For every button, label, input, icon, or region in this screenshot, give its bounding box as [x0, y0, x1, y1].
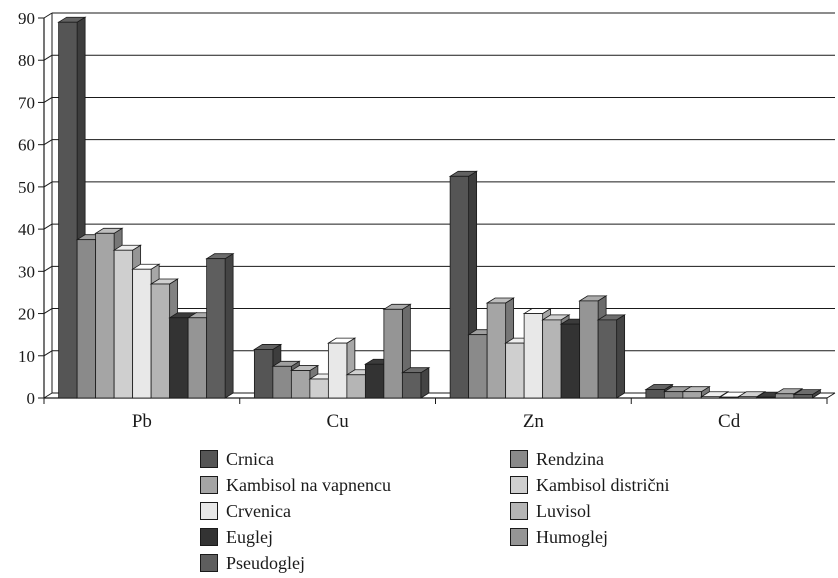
bar-front: [253, 349, 274, 399]
bar-front: [206, 258, 226, 399]
legend-swatch: [510, 476, 528, 494]
legend-swatch: [200, 554, 218, 572]
bar-front: [737, 396, 758, 399]
legend-label: Rendzina: [536, 449, 604, 469]
legend-swatch: [510, 502, 528, 520]
y-tick-label: 20: [18, 305, 35, 324]
bar: [400, 366, 431, 399]
legend-item: Luvisol: [510, 498, 591, 524]
legend-item: Crvenica: [200, 498, 291, 524]
bar-front: [327, 342, 348, 399]
y-tick-label: 30: [18, 262, 35, 281]
bar-side: [616, 314, 626, 399]
legend-swatch: [510, 450, 528, 468]
y-tick-label: 0: [27, 389, 36, 408]
bar-front: [290, 370, 311, 399]
x-tick-label: Zn: [523, 411, 545, 432]
legend-label: Humoglej: [536, 527, 608, 547]
legend-item: Kambisol na vapnencu: [200, 472, 391, 498]
legend-label: Euglej: [226, 527, 273, 547]
x-tick-label: Pb: [132, 411, 152, 432]
bar-front: [560, 323, 581, 399]
bar: [596, 314, 627, 399]
bar-front: [645, 389, 665, 399]
bar-front: [700, 396, 721, 399]
legend-swatch: [200, 502, 218, 520]
bar-front: [663, 391, 684, 399]
bar-front: [76, 239, 97, 399]
gridline-side: [43, 392, 53, 399]
gridline-side: [43, 12, 53, 19]
legend-label: Pseudoglej: [226, 553, 305, 573]
y-tick-label: 70: [18, 93, 35, 112]
gridline-side: [43, 308, 53, 314]
legend-item: Rendzina: [510, 446, 604, 472]
bar-front: [597, 319, 618, 399]
gridline-side: [43, 265, 53, 272]
legend-item: Pseudoglej: [200, 550, 305, 576]
bar-front: [272, 365, 292, 399]
bar-front: [346, 374, 366, 399]
gridline-side: [43, 350, 53, 357]
bar-front: [579, 300, 599, 399]
bar-front: [113, 249, 134, 399]
bar-front: [468, 334, 488, 399]
bar-front: [542, 319, 562, 399]
bar-chart: 0 10 20 30 40 50 60 70 80 90 Pb Cu Zn Cd: [18, 9, 836, 432]
y-tick-label: 40: [18, 220, 35, 239]
y-tick-label: 90: [18, 9, 35, 28]
bar-front: [449, 175, 470, 399]
gridline-side: [43, 139, 53, 146]
bars: [57, 16, 822, 399]
bar-front: [774, 393, 795, 399]
legend-swatch: [200, 528, 218, 546]
bar-front: [486, 302, 507, 399]
axis-labels: 0 10 20 30 40 50 60 70 80 90 Pb Cu Zn Cd: [18, 9, 741, 432]
bar-side: [224, 252, 234, 399]
bar: [681, 385, 711, 399]
legend-swatch: [200, 450, 218, 468]
bar-front: [505, 342, 525, 399]
gridline-side: [43, 223, 53, 230]
bar-front: [793, 394, 813, 399]
bar-front: [401, 372, 422, 399]
y-tick-label: 80: [18, 51, 35, 70]
gridline-side: [43, 97, 53, 103]
x-tick-label: Cu: [327, 411, 350, 432]
bar-front: [132, 268, 152, 399]
bar-front: [309, 378, 329, 399]
legend-item: Euglej: [200, 524, 273, 550]
gridline-side: [43, 181, 53, 188]
bar-front: [364, 363, 385, 399]
legend-item: Humoglej: [510, 524, 608, 550]
bar-front: [58, 21, 78, 399]
bar-front: [95, 232, 115, 399]
floor-edge: [826, 392, 836, 399]
y-tick-label: 10: [18, 347, 35, 366]
bar-front: [682, 391, 702, 399]
bar-front: [150, 283, 171, 399]
y-tick-label: 50: [18, 178, 35, 197]
bar-front: [756, 396, 776, 399]
legend-swatch: [510, 528, 528, 546]
bar-front: [187, 317, 208, 399]
bar: [205, 252, 235, 399]
bar: [792, 388, 822, 399]
legend-label: Luvisol: [536, 501, 592, 521]
legend-label: Kambisol distrični: [536, 475, 670, 495]
gridline-side: [43, 54, 53, 61]
legend-item: Kambisol distrični: [510, 472, 670, 498]
legend-item: Crnica: [200, 446, 274, 472]
legend-label: Crvenica: [226, 501, 291, 521]
y-tick-label: 60: [18, 136, 35, 155]
x-tick-label: Cd: [718, 411, 741, 432]
legend-label: Crnica: [226, 449, 274, 469]
bar-front: [169, 317, 189, 399]
bar-front: [523, 313, 544, 399]
bar-front: [383, 308, 403, 399]
legend-label: Kambisol na vapnencu: [226, 475, 391, 495]
bar-front: [719, 396, 739, 399]
legend-swatch: [200, 476, 218, 494]
